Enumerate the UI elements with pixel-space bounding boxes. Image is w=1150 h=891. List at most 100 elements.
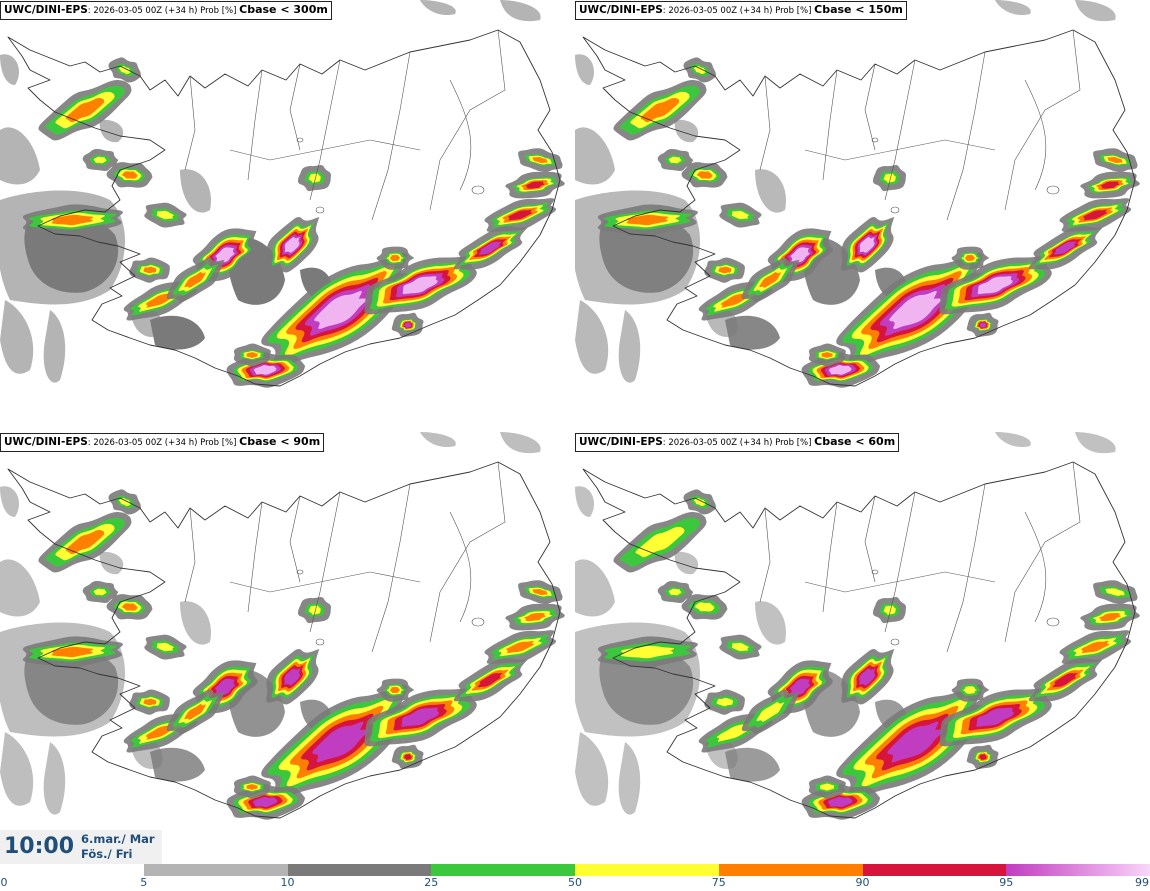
probability-contour-level — [184, 272, 207, 288]
probability-contour-level — [790, 247, 810, 263]
probability-contour-level — [694, 498, 706, 506]
probability-contour-level — [1099, 612, 1121, 622]
river-line — [449, 511, 472, 623]
colorbar-bin-25 — [431, 864, 575, 876]
river-line — [429, 29, 506, 211]
map-panel-cbase-90m: UWC/DINI-EPS: 2026-03-05 00Z (+34 h) Pro… — [0, 432, 575, 863]
low-probability-area — [0, 486, 20, 517]
low-probability-area — [180, 169, 211, 213]
probability-contour-level — [65, 98, 105, 123]
low-probability-area-dark — [150, 315, 205, 350]
probability-contour-level — [859, 237, 875, 253]
colorbar-tick-label: 25 — [424, 876, 439, 889]
low-probability-area — [500, 0, 541, 22]
low-probability-area — [755, 169, 786, 213]
probability-contour-level — [308, 605, 321, 615]
run-info: : 2026-03-05 00Z (+34 h) Prob [%] — [662, 6, 815, 16]
probability-contour-level — [119, 498, 131, 506]
lake-outline — [296, 569, 304, 575]
probability-contour-level — [532, 589, 548, 596]
probability-colorbar: 0 5 10 25 50 75 90 95 99 — [0, 864, 1150, 891]
river-line — [1004, 461, 1081, 643]
colorbar-bin-50 — [575, 864, 719, 876]
probability-contour-level — [51, 646, 94, 658]
probability-contour-level — [402, 276, 438, 295]
river-line — [1024, 511, 1047, 623]
probability-contour-level — [246, 352, 258, 358]
probability-contour-level — [887, 721, 944, 763]
colorbar-bin-5 — [143, 864, 288, 876]
river-line — [229, 139, 421, 161]
lake-outline — [471, 617, 485, 627]
panel-title: UWC/DINI-EPS: 2026-03-05 00Z (+34 h) Pro… — [575, 433, 900, 452]
low-probability-area — [1075, 432, 1116, 454]
probability-contour-level — [889, 291, 942, 330]
probability-contour-level — [819, 783, 835, 791]
iceland-coastline — [582, 461, 1136, 819]
probability-contour-level — [1081, 640, 1110, 654]
river-line — [822, 501, 838, 613]
low-probability-area — [575, 732, 609, 806]
probability-contour-level — [525, 181, 545, 189]
river-line — [804, 571, 996, 593]
probability-contour-level — [883, 173, 896, 183]
lake-outline — [296, 137, 304, 143]
probability-contour-level — [1107, 157, 1123, 164]
river-line — [1004, 29, 1081, 211]
colorbar-bin-95 — [1006, 864, 1150, 876]
valid-date: 6.mar./ Mar — [81, 832, 155, 846]
probability-contour-level — [668, 156, 682, 164]
probability-contour-level — [65, 530, 105, 555]
colorbar-bin-75 — [718, 864, 863, 876]
colorbar-tick-label: 75 — [711, 876, 726, 889]
low-probability-area — [995, 0, 1031, 16]
probability-contour-level — [635, 526, 685, 558]
low-probability-area — [0, 559, 40, 617]
low-probability-area — [43, 310, 66, 383]
low-probability-area — [995, 432, 1031, 448]
probability-contour-level — [143, 266, 157, 274]
lake-outline — [471, 185, 485, 195]
model-name: UWC/DINI-EPS — [4, 4, 88, 16]
river-line — [804, 139, 996, 161]
probability-contour-level — [93, 588, 107, 596]
low-probability-area — [99, 119, 124, 143]
low-probability-area — [618, 310, 641, 383]
probability-contour-level — [716, 697, 734, 707]
probability-contour-level — [1100, 181, 1120, 189]
colorbar-tick-label: 0 — [0, 876, 8, 889]
colorbar-tick-label: 99 — [1135, 876, 1149, 889]
colorbar-bin-10 — [287, 864, 432, 876]
probability-contour-level — [389, 686, 401, 694]
colorbar-tick-label: 90 — [855, 876, 870, 889]
valid-time-box: 10:00 6.mar./ Mar Fös./ Fri — [0, 830, 162, 864]
iceland-probability-map — [575, 0, 1150, 431]
probability-contour-level — [215, 247, 235, 263]
probability-contour-level — [156, 210, 174, 220]
probability-contour-level — [119, 66, 131, 74]
iceland-coastline — [7, 29, 561, 387]
probability-contour-level — [314, 291, 367, 330]
lake-outline — [890, 206, 900, 214]
river-line — [371, 51, 411, 221]
river-line — [449, 79, 472, 191]
panel-title: UWC/DINI-EPS: 2026-03-05 00Z (+34 h) Pro… — [0, 433, 325, 452]
lake-outline — [871, 569, 879, 575]
iceland-coastline — [7, 461, 561, 819]
colorbar-tick-label: 5 — [140, 876, 148, 889]
river-line — [759, 75, 771, 171]
probability-contour-level — [731, 642, 749, 652]
variable-label: Cbase < 150m — [814, 3, 903, 16]
colorbar-tick-label: 50 — [568, 876, 582, 889]
low-probability-area — [180, 601, 211, 645]
map-panel-cbase-150m: UWC/DINI-EPS: 2026-03-05 00Z (+34 h) Pro… — [575, 0, 1150, 431]
river-line — [884, 491, 916, 633]
low-probability-area — [500, 432, 541, 454]
probability-contour-level — [389, 254, 401, 262]
river-line — [429, 461, 506, 643]
river-line — [289, 63, 301, 151]
valid-weekday: Fös./ Fri — [81, 847, 133, 861]
map-panel-cbase-60m: UWC/DINI-EPS: 2026-03-05 00Z (+34 h) Pro… — [575, 432, 1150, 863]
low-probability-area — [575, 300, 609, 374]
probability-contour-level — [532, 157, 548, 164]
